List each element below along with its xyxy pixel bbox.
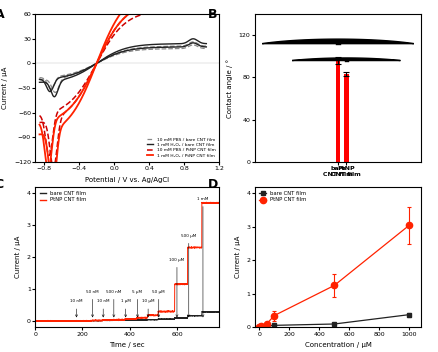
- Legend: bare CNT film, PtNP CNT film: bare CNT film, PtNP CNT film: [257, 189, 308, 205]
- Bar: [335, 61, 339, 162]
- Bar: [343, 74, 348, 162]
- Text: 1 μM: 1 μM: [120, 299, 130, 317]
- Polygon shape: [292, 58, 399, 61]
- Text: 10 nM: 10 nM: [70, 299, 82, 317]
- Legend: bare CNT film, PtNP CNT film: bare CNT film, PtNP CNT film: [38, 189, 89, 205]
- Text: B: B: [208, 8, 217, 21]
- Text: 500 μM: 500 μM: [181, 234, 196, 317]
- Text: 10 μM: 10 μM: [141, 299, 154, 317]
- Text: 50 nM: 50 nM: [86, 290, 99, 317]
- Text: 500 nM: 500 nM: [106, 290, 121, 317]
- X-axis label: Potential / V vs. Ag/AgCl: Potential / V vs. Ag/AgCl: [85, 177, 169, 183]
- Y-axis label: Contact angle / °: Contact angle / °: [226, 58, 233, 118]
- Legend: 10 mM PBS / bare CNT film, 1 mM H₂O₂ / bare CNT film, 10 mM PBS / PtNP CNT film,: 10 mM PBS / bare CNT film, 1 mM H₂O₂ / b…: [145, 136, 217, 160]
- Polygon shape: [261, 39, 413, 44]
- Text: 50 μM: 50 μM: [152, 290, 165, 317]
- Text: A: A: [0, 8, 4, 21]
- Y-axis label: Current / μA: Current / μA: [15, 236, 21, 278]
- Text: C: C: [0, 178, 4, 191]
- Text: D: D: [208, 178, 218, 191]
- Y-axis label: Current / μA: Current / μA: [234, 236, 240, 278]
- Y-axis label: Current / μA: Current / μA: [2, 67, 8, 109]
- Text: 100 μM: 100 μM: [169, 258, 184, 317]
- Text: 5 μM: 5 μM: [132, 290, 142, 317]
- Text: 1 mM: 1 mM: [197, 197, 208, 317]
- Text: 10 nM: 10 nM: [97, 299, 109, 317]
- X-axis label: Time / sec: Time / sec: [109, 342, 145, 348]
- X-axis label: Concentration / μM: Concentration / μM: [304, 342, 371, 348]
